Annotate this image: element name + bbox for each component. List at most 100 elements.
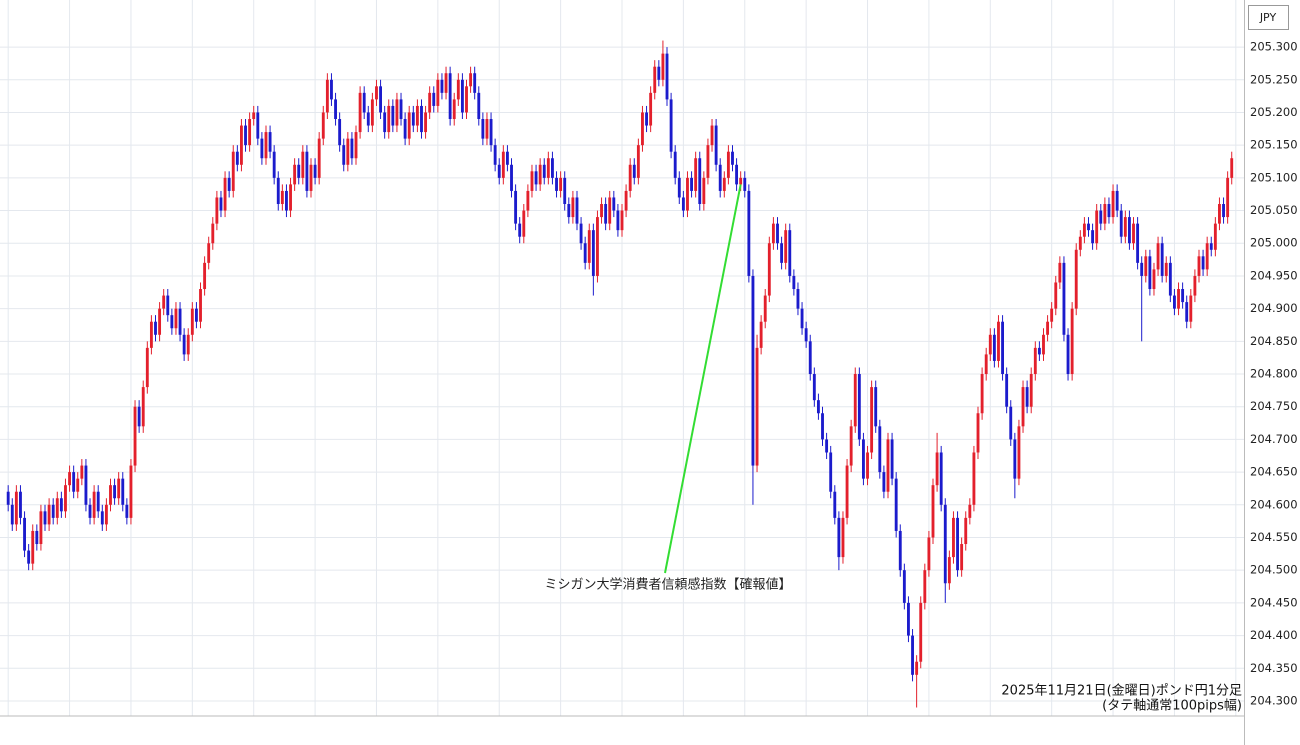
x-tick-label: 01:15 — [1035, 723, 1068, 737]
candle-body — [1218, 204, 1221, 224]
candle-body — [1156, 243, 1160, 270]
candle-body — [714, 125, 718, 165]
candle-body — [248, 119, 252, 146]
candle-body — [387, 105, 391, 133]
candle-body — [379, 86, 382, 113]
candle-body — [68, 472, 71, 486]
candle-body — [870, 387, 874, 453]
y-tick-label: 205.300 — [1250, 40, 1298, 54]
y-tick-label: 204.900 — [1250, 301, 1298, 315]
candle-body — [600, 204, 603, 218]
x-tick-label: 23:30 — [605, 723, 638, 737]
candle-body — [915, 661, 919, 675]
candle-body — [849, 426, 853, 466]
y-tick-label: 204.500 — [1250, 563, 1298, 577]
candle-body — [874, 387, 878, 427]
candle-body — [866, 452, 869, 479]
candle-body — [567, 204, 571, 218]
candle-body — [862, 439, 865, 479]
candle-body — [1021, 387, 1025, 427]
candle-body — [92, 491, 96, 518]
candle-body — [890, 439, 894, 479]
candle-body — [338, 119, 342, 146]
candle-body — [76, 478, 80, 492]
candle-body — [1115, 190, 1119, 211]
candle-body — [211, 223, 215, 244]
candle-body — [1082, 223, 1086, 237]
candle-body — [252, 112, 256, 120]
candle-body — [980, 374, 984, 414]
candle-body — [137, 406, 141, 427]
candle-body — [182, 334, 186, 355]
candle-body — [96, 491, 100, 512]
candle-body — [952, 517, 955, 558]
candle-body — [649, 92, 653, 126]
candle-body — [289, 184, 292, 211]
x-tick-label: 01:45 — [1158, 723, 1191, 737]
candle-body — [448, 73, 452, 120]
candle-body — [927, 537, 931, 571]
y-tick-label: 204.600 — [1250, 497, 1298, 511]
candle-body — [591, 230, 595, 276]
candle-body — [935, 452, 939, 486]
candle-body — [763, 295, 767, 322]
candle-body — [227, 177, 231, 191]
candle-body — [1136, 223, 1140, 263]
x-tick-label: 22:15 — [299, 723, 332, 737]
candle-body — [968, 504, 972, 518]
candle-body — [411, 112, 415, 126]
candle-body — [620, 210, 624, 231]
candle-body — [641, 112, 644, 146]
candle-body — [309, 164, 313, 191]
candle-body — [334, 99, 337, 120]
candle-body — [755, 347, 759, 466]
candle-body — [514, 190, 518, 224]
x-tick-label: 23:00 — [483, 723, 516, 737]
candle-body — [1013, 439, 1017, 479]
candle-body — [583, 243, 587, 263]
candle-body — [113, 485, 117, 499]
candle-body — [587, 230, 591, 263]
candle-body — [460, 79, 464, 113]
candle-body — [731, 151, 734, 165]
candle-body — [1107, 204, 1111, 218]
candle-body — [1185, 302, 1189, 322]
candle-body — [1058, 262, 1062, 283]
candle-body — [39, 511, 43, 545]
candle-body — [788, 230, 792, 276]
candle-body — [657, 66, 661, 80]
candle-body — [1193, 275, 1197, 296]
candle-body — [1087, 223, 1090, 231]
candle-body — [285, 190, 288, 211]
candle-body — [14, 491, 18, 525]
candle-body — [559, 177, 563, 191]
candle-body — [784, 230, 788, 263]
candle-body — [538, 164, 542, 185]
chart-note: (タテ軸通常100pips幅) — [1102, 699, 1242, 714]
y-tick-label: 204.450 — [1250, 595, 1298, 609]
candle-body — [907, 602, 910, 636]
candle-body — [420, 105, 423, 133]
candle-body — [726, 151, 730, 178]
candle-body — [1001, 321, 1004, 375]
candle-body — [853, 374, 857, 427]
candle-body — [117, 478, 121, 499]
candle-body — [984, 354, 988, 375]
candle-body — [747, 190, 751, 276]
candle-body — [722, 177, 726, 191]
y-tick-label: 204.700 — [1250, 432, 1298, 446]
candle-body — [947, 557, 951, 584]
candle-body — [436, 79, 440, 106]
candle-body — [563, 177, 567, 205]
candle-body — [1213, 223, 1217, 250]
x-tick-label: 21:30 — [114, 723, 147, 737]
candle-body — [1209, 243, 1213, 250]
candle-body — [301, 151, 305, 178]
candle-body — [665, 53, 669, 100]
candle-body — [931, 485, 935, 538]
x-tick-label: 22:00 — [237, 723, 270, 737]
candle-body — [162, 295, 166, 309]
candle-body — [690, 177, 693, 191]
candle-body — [911, 635, 914, 675]
candle-body — [268, 132, 272, 152]
